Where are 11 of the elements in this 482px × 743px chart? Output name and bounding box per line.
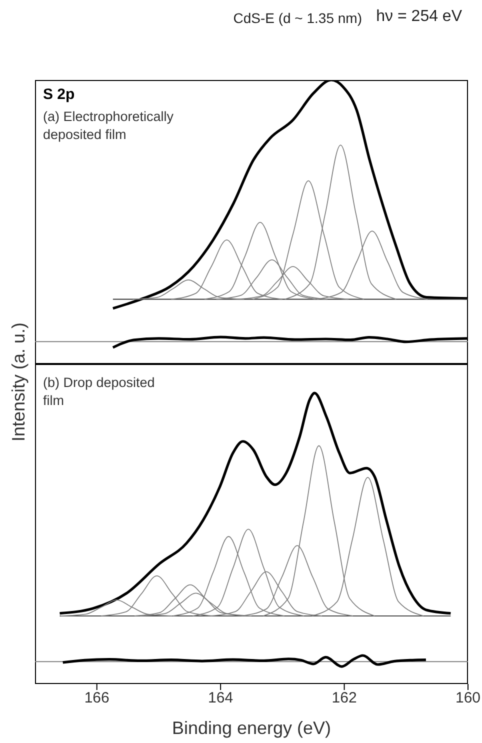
annotation: S 2p [43,86,76,104]
annotation: (b) Drop deposited film [43,374,156,410]
x-tick-label: 166 [84,690,110,707]
x-axis-title: Binding energy (eV) [170,718,332,739]
x-tick-label: 164 [208,690,234,707]
y-axis-title: Intensity (a. u.) [8,322,30,442]
annotation: (a) Electrophoretically deposited film [43,108,175,144]
x-tick-label: 160 [455,690,481,707]
chart-title: CdS-E (d ~ 1.35 nm) [233,10,362,26]
chart-subtitle: hν = 254 eV [376,8,462,26]
x-tick-label: 162 [332,690,357,707]
